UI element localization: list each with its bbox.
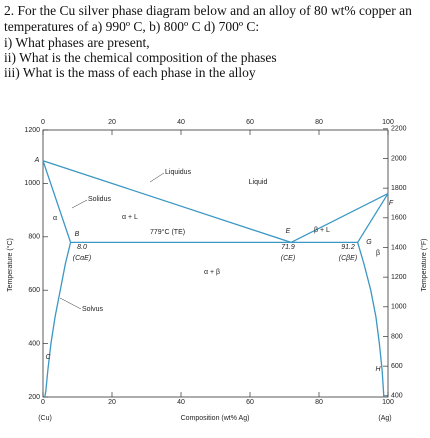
boundary-label: Solidus — [88, 196, 111, 203]
x-tick-label: 40 — [177, 119, 185, 126]
y2-tick-label: 1600 — [391, 215, 407, 222]
x-axis-title: Composition (wt% Ag) — [181, 415, 250, 422]
x-tick-label: 0 — [41, 399, 45, 406]
phase-boundary — [357, 193, 389, 243]
annotation: F — [389, 200, 394, 207]
question: 2. For the Cu silver phase diagram below… — [0, 0, 430, 90]
question-line: 2. For the Cu silver phase diagram below… — [4, 3, 412, 18]
phase-boundary — [44, 242, 72, 398]
annotation: H — [375, 366, 381, 373]
y-tick-label: 400 — [28, 340, 40, 347]
y-tick-label: 600 — [28, 287, 40, 294]
annotation: Liquid — [249, 179, 268, 186]
y2-tick-label: 2200 — [391, 126, 407, 133]
x-tick-label: 80 — [315, 119, 323, 126]
y2-tick-label: 1400 — [391, 244, 407, 251]
annotation: α + β — [204, 269, 220, 276]
phase-boundary — [42, 160, 72, 243]
x-tick-label: 80 — [315, 399, 323, 406]
question-line: temperatures of a) 990º C, b) 800º C d) … — [4, 19, 260, 34]
y2-tick-label: 1200 — [391, 274, 407, 281]
annotation: E — [286, 228, 291, 235]
y2-tick-label: 800 — [391, 333, 403, 340]
question-line: ii) What is the chemical composition of … — [4, 50, 277, 65]
x-end-label: (Cu) — [38, 415, 52, 422]
annotation: G — [366, 239, 372, 246]
y2-tick-label: 400 — [391, 393, 403, 400]
x-tick-label: 100 — [382, 399, 394, 406]
y2-tick-label: 2000 — [391, 155, 407, 162]
annotation: α — [53, 215, 57, 222]
x-tick-label: 100 — [382, 119, 394, 126]
annotation: A — [34, 157, 40, 164]
annotation: 8.0 — [77, 244, 87, 251]
annotation: (CβE) — [339, 255, 357, 262]
y-tick-label: 800 — [28, 234, 40, 241]
x-tick-label: 40 — [177, 399, 185, 406]
x-tick-label: 20 — [108, 119, 116, 126]
y-tick-label: 200 — [28, 394, 40, 401]
boundary-label: Liquidus — [165, 169, 192, 176]
y2-tick-label: 1800 — [391, 185, 407, 192]
annotation: C — [45, 354, 51, 361]
annotation: β — [376, 250, 380, 257]
annotation: 71.9 — [281, 244, 295, 251]
annotation: β + L — [314, 227, 330, 234]
question-line: iii) What is the mass of each phase in t… — [4, 65, 256, 80]
annotation: 91.2 — [341, 244, 355, 251]
x-tick-label: 20 — [108, 399, 116, 406]
annotation: B — [75, 231, 80, 238]
x-tick-label: 60 — [246, 119, 254, 126]
y2-axis-title: Temperature (°F) — [420, 239, 428, 292]
annotation: (CE) — [281, 255, 295, 262]
y2-tick-label: 1000 — [391, 304, 407, 311]
x-tick-label: 60 — [246, 399, 254, 406]
leader-line — [59, 297, 82, 310]
plot-frame — [42, 129, 389, 398]
x-end-label: (Ag) — [378, 415, 391, 422]
y-tick-label: 1200 — [24, 127, 40, 134]
leader-line — [149, 172, 165, 183]
x-tick-label: 0 — [41, 119, 45, 126]
y2-tick-label: 600 — [391, 363, 403, 370]
question-line: i) What phases are present, — [4, 35, 150, 50]
y-tick-label: 1000 — [24, 180, 40, 187]
boundary-label: Solvus — [82, 306, 104, 313]
phase-boundary — [357, 242, 385, 398]
annotation: (CαE) — [73, 255, 91, 262]
y-axis-title: Temperature (°C) — [6, 238, 14, 292]
annotation: α + L — [122, 214, 138, 221]
leader-line — [71, 199, 88, 209]
boundary-label: 779°C (TE) — [150, 228, 185, 236]
